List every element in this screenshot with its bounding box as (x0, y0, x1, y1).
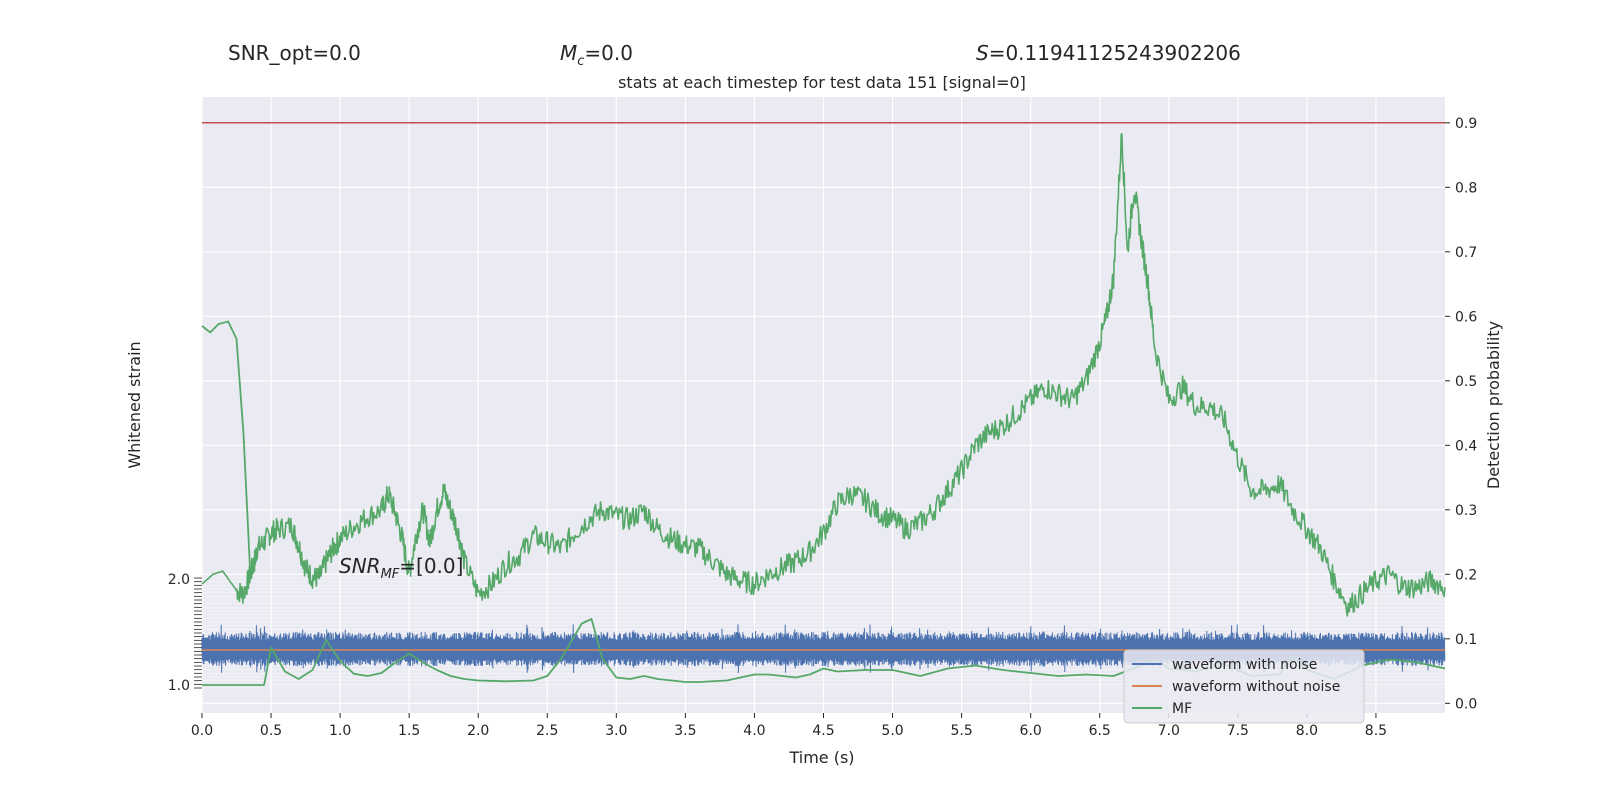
chart-title: stats at each timestep for test data 151… (618, 73, 1026, 92)
snr-mf-value: =[0.0] (399, 554, 463, 578)
right-tick-label: 0.2 (1455, 567, 1477, 583)
chirp-mass-subscript: c (577, 54, 584, 69)
x-tick-label: 4.0 (743, 723, 765, 739)
legend-entry-noise: waveform with noise (1172, 657, 1317, 673)
chirp-mass-label: Mc=0.0 (560, 41, 633, 69)
snr-mf-symbol: SNR (339, 554, 381, 578)
legend-box (1123, 649, 1365, 724)
right-tick-label: 0.4 (1455, 438, 1477, 454)
right-tick-label: 0.7 (1455, 245, 1477, 261)
x-tick-label: 5.5 (950, 723, 972, 739)
s-stat-label: S=0.11941125243902206 (976, 41, 1241, 65)
detection-probability-start (201, 320, 252, 575)
x-tick-label: 7.5 (1227, 723, 1249, 739)
x-tick-label: 3.5 (674, 723, 696, 739)
right-tick-label: 0.1 (1455, 632, 1477, 648)
x-tick-label: 0.5 (260, 723, 282, 739)
left-tick-label: 1.0 (168, 678, 190, 694)
right-axis-ticks: 0.0 0.1 0.2 0.3 0.4 0.5 0.6 0.7 0.8 0.9 (1445, 116, 1477, 712)
x-tick-label: 8.5 (1365, 723, 1387, 739)
x-tick-label: 1.0 (329, 723, 351, 739)
right-tick-label: 0.5 (1455, 374, 1477, 390)
s-stat-value: =0.11941125243902206 (989, 41, 1241, 65)
snr-mf-annotation: SNRMF=[0.0] (339, 554, 463, 582)
right-tick-label: 0.9 (1455, 116, 1477, 132)
x-tick-label: 4.5 (812, 723, 834, 739)
chirp-mass-value: =0.0 (584, 41, 633, 65)
x-tick-label: 1.5 (398, 723, 420, 739)
right-tick-label: 0.8 (1455, 180, 1477, 196)
left-tick-label: 2.0 (168, 572, 190, 588)
x-tick-label: 8.0 (1296, 723, 1318, 739)
s-stat-symbol: S (976, 41, 989, 65)
left-axis-label: Whitened strain (125, 341, 144, 468)
snr-opt-label: SNR_opt=0.0 (228, 41, 361, 65)
right-tick-label: 0.0 (1455, 696, 1477, 712)
x-tick-label: 5.0 (881, 723, 903, 739)
legend-entry-mf: MF (1172, 701, 1192, 717)
x-tick-label: 6.5 (1089, 723, 1111, 739)
x-axis-label: Time (s) (788, 748, 854, 767)
x-tick-label: 2.5 (536, 723, 558, 739)
legend: waveform with noise waveform without noi… (1123, 649, 1365, 724)
chirp-mass-symbol: M (560, 41, 577, 65)
x-tick-label: 0.0 (191, 723, 213, 739)
snr-mf-subscript: MF (381, 567, 400, 582)
x-tick-label: 7.0 (1158, 723, 1180, 739)
left-axis-ticks: 2.0 1.0 (168, 572, 202, 694)
detection-probability-line (201, 133, 1446, 617)
x-tick-label: 6.0 (1020, 723, 1042, 739)
x-axis-ticks: 0.0 0.5 1.0 1.5 2.0 2.5 3.0 3.5 4.0 4.5 5.0 5.5 6.0 6… (191, 713, 1387, 739)
right-axis-label: Detection probability (1484, 321, 1503, 489)
x-tick-label: 2.0 (467, 723, 489, 739)
right-tick-label: 0.3 (1455, 503, 1477, 519)
legend-entry-clean: waveform without noise (1172, 679, 1340, 695)
x-tick-label: 3.0 (605, 723, 627, 739)
right-tick-label: 0.6 (1455, 309, 1477, 325)
